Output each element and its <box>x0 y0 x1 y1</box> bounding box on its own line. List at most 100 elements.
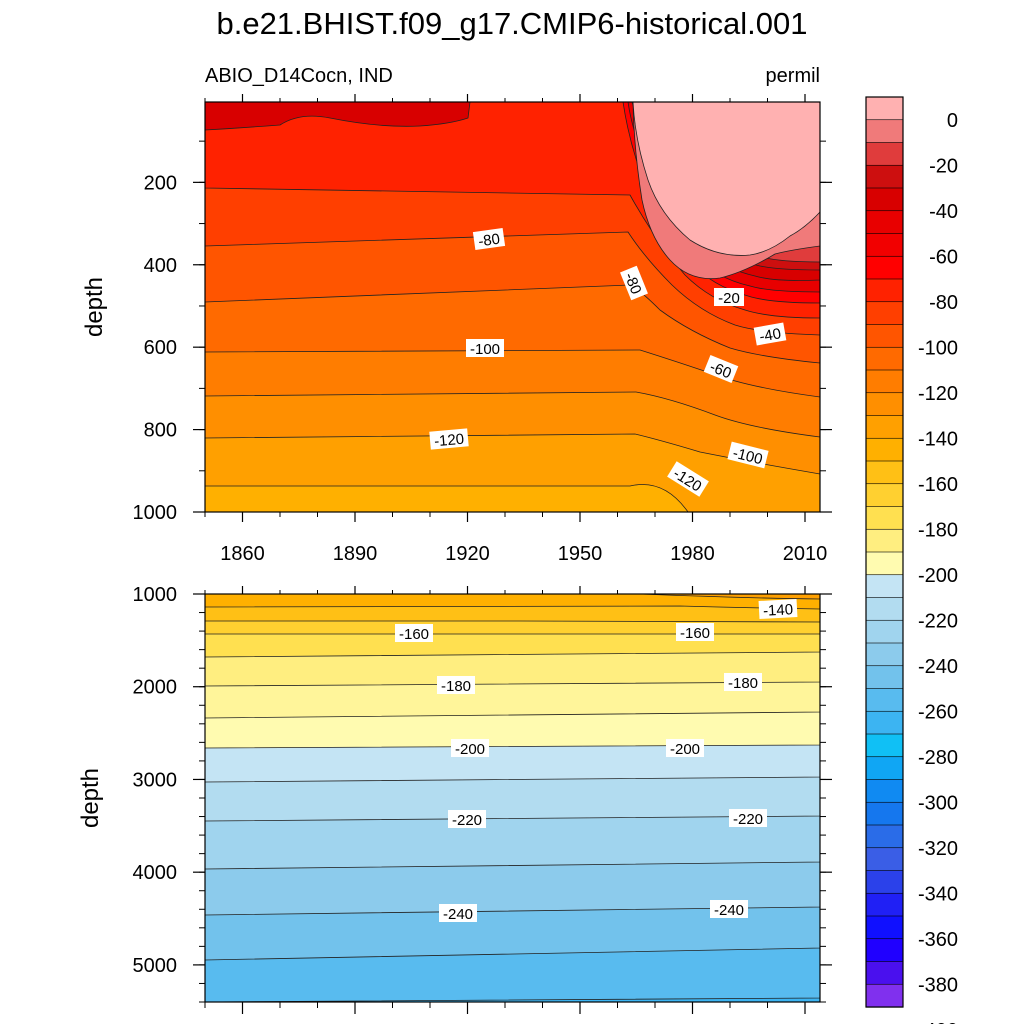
top-axis-ticks <box>193 94 832 522</box>
contour-label: -160 <box>395 624 433 643</box>
y-tick-label: 400 <box>144 255 177 277</box>
colorbar-label: -180 <box>918 519 958 541</box>
colorbar-label: 0 <box>947 110 958 132</box>
colorbar-label: -300 <box>918 792 958 814</box>
contour-label: -80 <box>472 227 506 250</box>
contour-label: -240 <box>710 900 748 919</box>
svg-text:-160: -160 <box>399 626 429 643</box>
contour-label: -180 <box>724 673 762 692</box>
y-tick-label: 3000 <box>133 769 178 791</box>
colorbar-label: -260 <box>918 701 958 723</box>
colorbar-box <box>865 756 904 781</box>
contour-label: -20 <box>714 288 744 307</box>
variable-subtitle: ABIO_D14Cocn, IND <box>205 65 393 87</box>
svg-text:-220: -220 <box>733 811 763 828</box>
svg-text:-200: -200 <box>455 741 485 758</box>
svg-text:-80: -80 <box>621 270 645 296</box>
colorbar-box <box>865 892 904 917</box>
svg-text:-240: -240 <box>714 902 744 919</box>
contour-label: -100 <box>727 441 769 469</box>
top-contour-fill <box>205 102 820 512</box>
y-tick-label: 2000 <box>133 677 178 699</box>
contour-label: -220 <box>729 809 767 828</box>
contour-label: -180 <box>437 676 475 695</box>
svg-text:-220: -220 <box>452 812 482 829</box>
x-tick-label: 2010 <box>783 543 828 565</box>
svg-text:-20: -20 <box>718 290 740 307</box>
colorbar-box <box>865 346 904 371</box>
colorbar-box <box>865 528 904 553</box>
contour-label: -60 <box>703 355 739 383</box>
svg-text:-100: -100 <box>731 445 764 469</box>
units-subtitle: permil <box>766 65 820 87</box>
svg-text:-200: -200 <box>670 741 700 758</box>
y-tick-label: 5000 <box>133 955 178 977</box>
colorbar-box <box>865 460 904 485</box>
bottom-contour-fill <box>205 594 820 1002</box>
y-tick-label: 800 <box>144 420 177 442</box>
contour-label: -80 <box>620 265 648 301</box>
colorbar-box <box>865 642 904 667</box>
colorbar-box <box>865 301 904 326</box>
top-contour-labels: -80 -80 -20 -40 -60 -100 -100 -120 -120 <box>429 227 787 497</box>
colorbar-box <box>865 142 904 166</box>
colorbar-box <box>865 779 904 803</box>
svg-text:-180: -180 <box>441 678 471 695</box>
colorbar-label: -120 <box>918 383 958 405</box>
contour-label: -160 <box>676 623 714 642</box>
contour-label: -140 <box>758 599 798 620</box>
x-tick-label: 1860 <box>220 543 265 565</box>
colorbar-label: -240 <box>918 656 958 678</box>
colorbar-box <box>865 96 904 121</box>
colorbar-label: -340 <box>918 883 958 905</box>
bottom-panel: -140 -160 -160 -180 -180 -200 -200 -220 … <box>77 584 832 1014</box>
colorbar-box <box>865 619 904 644</box>
colorbar-label: -160 <box>918 474 958 496</box>
colorbar-box <box>865 915 904 940</box>
svg-text:-180: -180 <box>728 675 758 692</box>
contour-label: -120 <box>429 428 469 450</box>
colorbar-box <box>865 506 904 530</box>
colorbar-box <box>865 324 904 348</box>
colorbar-label: -220 <box>918 610 958 632</box>
colorbar-box <box>865 938 904 963</box>
colorbar-label: -320 <box>918 838 958 860</box>
y-tick-label: 1000 <box>133 584 178 606</box>
bottom-axis-tick-labels: 1000 2000 3000 4000 5000 <box>133 584 178 977</box>
colorbar-box <box>865 119 904 144</box>
contour-label: -100 <box>466 339 504 358</box>
x-tick-label: 1890 <box>333 543 378 565</box>
colorbar-box <box>865 233 904 257</box>
svg-text:-160: -160 <box>680 625 710 642</box>
colorbar-boxes <box>865 96 904 1008</box>
colorbar-box <box>865 847 904 872</box>
colorbar-box <box>865 551 904 576</box>
colorbar-box <box>865 437 904 462</box>
contour-label: -200 <box>451 739 489 758</box>
colorbar-box <box>865 278 904 303</box>
colorbar-box <box>865 210 904 235</box>
svg-text:-120: -120 <box>433 431 464 451</box>
colorbar-box <box>865 733 904 758</box>
y-tick-label: 4000 <box>133 862 178 884</box>
colorbar-label: -20 <box>929 155 958 177</box>
colorbar-box <box>865 369 904 394</box>
y-tick-label: 200 <box>144 172 177 194</box>
svg-text:-40: -40 <box>758 325 782 346</box>
x-tick-label: 1920 <box>445 543 490 565</box>
colorbar-label: -400 <box>918 1020 958 1024</box>
colorbar-frame <box>865 96 904 1008</box>
colorbar-box <box>865 710 904 735</box>
top-panel: -80 -80 -20 -40 -60 -100 -100 -120 -120 … <box>81 94 832 565</box>
colorbar-label: -40 <box>929 201 958 223</box>
colorbar-label: -80 <box>929 292 958 314</box>
colorbar-box <box>865 870 904 894</box>
colorbar-box <box>865 483 904 508</box>
colorbar-label: -280 <box>918 747 958 769</box>
colorbar-label: -60 <box>929 246 958 268</box>
contour-label: -40 <box>753 322 787 346</box>
colorbar-box <box>865 597 904 621</box>
colorbar-box <box>865 983 904 1008</box>
contour-label: -220 <box>448 810 486 829</box>
bottom-axis-ticks <box>193 586 832 1014</box>
